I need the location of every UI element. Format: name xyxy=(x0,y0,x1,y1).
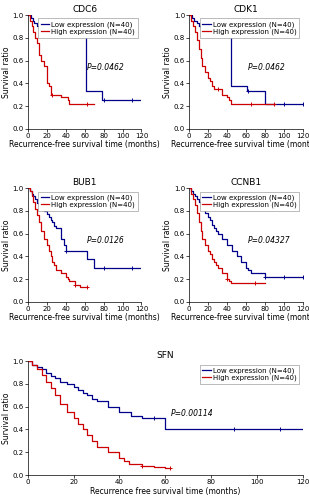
Y-axis label: Survival ratio: Survival ratio xyxy=(2,46,11,98)
Title: BUB1: BUB1 xyxy=(72,178,97,188)
X-axis label: Recurrence-free survival time (months): Recurrence-free survival time (months) xyxy=(9,314,160,322)
Y-axis label: Survival ratio: Survival ratio xyxy=(2,392,11,444)
Title: CDC6: CDC6 xyxy=(72,5,97,14)
X-axis label: Recurrence-free survival time (months): Recurrence-free survival time (months) xyxy=(171,314,309,322)
Y-axis label: Survival ratio: Survival ratio xyxy=(163,46,172,98)
X-axis label: Recurrence free survival time (months): Recurrence free survival time (months) xyxy=(90,486,240,496)
Y-axis label: Survival ratio: Survival ratio xyxy=(163,219,172,271)
Legend: Low expression (N=40), High expression (N=40): Low expression (N=40), High expression (… xyxy=(38,18,138,38)
Legend: Low expression (N=40), High expression (N=40): Low expression (N=40), High expression (… xyxy=(200,192,299,211)
Text: P=0.04327: P=0.04327 xyxy=(248,236,291,244)
Text: P=0.0462: P=0.0462 xyxy=(248,62,286,72)
Text: P=0.00114: P=0.00114 xyxy=(171,409,214,418)
Title: SFN: SFN xyxy=(156,352,174,360)
Text: P=0.0462: P=0.0462 xyxy=(87,62,125,72)
Y-axis label: Survival ratio: Survival ratio xyxy=(2,219,11,271)
Legend: Low expression (N=40), High expression (N=40): Low expression (N=40), High expression (… xyxy=(38,192,138,211)
Legend: Low expression (N=40), High expression (N=40): Low expression (N=40), High expression (… xyxy=(200,364,299,384)
X-axis label: Recurrence-free survival time (months): Recurrence-free survival time (months) xyxy=(9,140,160,149)
Text: P=0.0126: P=0.0126 xyxy=(87,236,125,244)
Title: CCNB1: CCNB1 xyxy=(231,178,261,188)
Title: CDK1: CDK1 xyxy=(234,5,258,14)
X-axis label: Recurrence-free survival time (months): Recurrence-free survival time (months) xyxy=(171,140,309,149)
Legend: Low expression (N=40), High expression (N=40): Low expression (N=40), High expression (… xyxy=(200,18,299,38)
